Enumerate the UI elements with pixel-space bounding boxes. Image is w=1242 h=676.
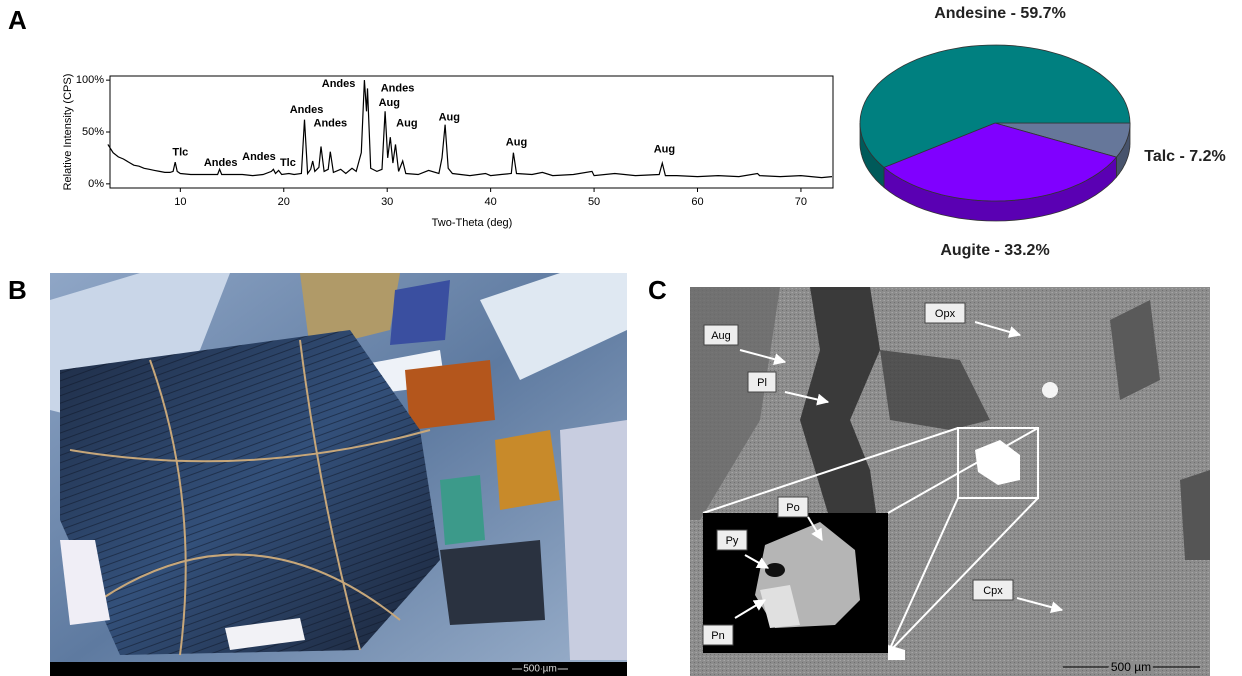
pie-label: Talc - 7.2%: [1144, 148, 1226, 165]
x-tick-label: 40: [485, 196, 497, 208]
pie-label: Augite - 33.2%: [940, 242, 1049, 259]
y-tick-label: 100%: [76, 74, 104, 86]
label-text: Opx: [935, 308, 956, 320]
x-tick-label: 30: [381, 196, 393, 208]
mineral-label: Aug: [704, 325, 738, 345]
sulfide: [1042, 382, 1058, 398]
x-tick-label: 50: [588, 196, 600, 208]
pie-chart: Talc - 7.2% Augite - 33.2% Andesine - 59.7…: [860, 5, 1226, 259]
peak-label: Andes: [381, 82, 415, 94]
scale-bar-label: 500 µm: [1111, 660, 1151, 674]
peak-label: Tlc: [280, 157, 296, 169]
figure: A B C Two-Theta (deg) Relative Intensity…: [0, 0, 1242, 676]
inset-label: Pn: [703, 625, 733, 645]
micrograph-b: 500 µm: [50, 273, 627, 676]
pie-label: Andesine - 59.7%: [934, 5, 1066, 22]
panel-label: A: [8, 5, 27, 35]
label-text: Cpx: [983, 585, 1003, 597]
label-text: Pn: [711, 630, 724, 642]
peak-label: Aug: [439, 111, 460, 123]
panel-label: C: [648, 275, 667, 305]
peak-label: Andes: [242, 151, 276, 163]
peak-label: Aug: [396, 118, 417, 130]
peak-label: Andes: [290, 104, 324, 116]
x-tick-label: 10: [174, 196, 186, 208]
micrograph-c: 500 µm Aug Pl Opx Cpx Po Py Pn: [690, 287, 1210, 676]
peak-label: Tlc: [172, 147, 188, 159]
peak-label: Andes: [204, 157, 238, 169]
crystal: [405, 360, 495, 430]
scale-bar-label: 500 µm: [523, 664, 557, 675]
mineral-label: Opx: [925, 303, 965, 323]
grain: [1180, 470, 1210, 560]
xrd-chart: Two-Theta (deg) Relative Intensity (CPS)…: [62, 74, 833, 229]
crystal: [495, 430, 560, 510]
peak-label: Aug: [654, 144, 675, 156]
x-tick-label: 60: [691, 196, 703, 208]
peak-label: Aug: [506, 136, 527, 148]
x-tick-label: 20: [278, 196, 290, 208]
inset-label: Po: [778, 497, 808, 517]
y-tick-label: 50%: [82, 126, 104, 138]
label-text: Aug: [711, 330, 731, 342]
x-axis-label: Two-Theta (deg): [432, 217, 513, 229]
mineral-label: Cpx: [973, 580, 1013, 600]
panel-label: B: [8, 275, 27, 305]
peak-label: Aug: [379, 97, 400, 109]
label-text: Po: [786, 502, 799, 514]
inset-label: Py: [717, 530, 747, 550]
label-text: Pl: [757, 377, 767, 389]
crystal: [390, 280, 450, 345]
y-axis-label: Relative Intensity (CPS): [62, 74, 74, 191]
crystal: [560, 420, 627, 660]
pyrite: [765, 563, 785, 577]
y-tick-label: 0%: [88, 178, 104, 190]
peak-label: Andes: [314, 118, 348, 130]
x-tick-label: 70: [795, 196, 807, 208]
mineral-label: Pl: [748, 372, 776, 392]
crystal: [440, 475, 485, 545]
peak-label: Andes: [322, 78, 356, 90]
label-text: Py: [726, 535, 739, 547]
crystal: [440, 540, 545, 625]
